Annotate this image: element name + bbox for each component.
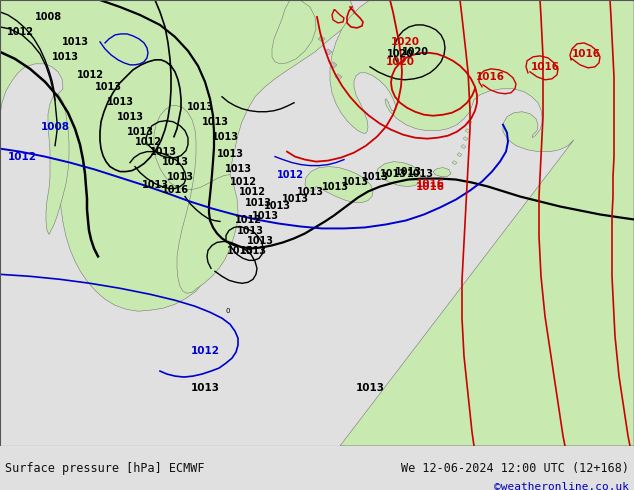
Text: 1013: 1013 — [264, 201, 290, 212]
Text: 1013: 1013 — [212, 132, 238, 142]
Text: 1016: 1016 — [415, 181, 444, 192]
Text: 1012: 1012 — [230, 176, 257, 187]
Text: We 12-06-2024 12:00 UTC (12+168): We 12-06-2024 12:00 UTC (12+168) — [401, 462, 629, 475]
Text: 1013: 1013 — [380, 169, 406, 178]
Text: 1013: 1013 — [342, 176, 368, 187]
Text: 1016: 1016 — [571, 49, 600, 59]
Text: 1013: 1013 — [406, 169, 434, 178]
Text: 1012: 1012 — [77, 70, 103, 80]
Text: 1016: 1016 — [162, 185, 188, 195]
Text: 1013: 1013 — [167, 172, 193, 182]
Polygon shape — [461, 145, 466, 148]
Polygon shape — [330, 0, 634, 446]
Text: 1012: 1012 — [276, 170, 304, 179]
Text: 1013: 1013 — [202, 117, 228, 127]
Text: 1013: 1013 — [297, 187, 323, 196]
Text: ©weatheronline.co.uk: ©weatheronline.co.uk — [494, 482, 629, 490]
Text: 1013: 1013 — [321, 181, 349, 192]
Text: 1013: 1013 — [361, 172, 389, 182]
Text: 1013: 1013 — [216, 148, 243, 159]
Text: 1013: 1013 — [224, 164, 252, 173]
Text: 1012: 1012 — [190, 346, 219, 356]
Text: 1013: 1013 — [117, 112, 143, 122]
Text: 1012: 1012 — [8, 151, 37, 162]
Text: 1013: 1013 — [107, 97, 134, 107]
Text: 1013: 1013 — [94, 82, 122, 92]
Polygon shape — [457, 152, 462, 157]
Text: 1013: 1013 — [190, 383, 219, 393]
Text: 1013: 1013 — [252, 212, 278, 221]
Polygon shape — [452, 161, 457, 165]
Polygon shape — [325, 49, 332, 55]
Text: 1013: 1013 — [281, 194, 309, 203]
Polygon shape — [272, 0, 316, 64]
Text: 1008: 1008 — [34, 12, 61, 22]
Text: 1013: 1013 — [394, 167, 422, 176]
Text: 1012: 1012 — [238, 187, 266, 196]
Text: 1013: 1013 — [61, 37, 89, 47]
Text: 1013: 1013 — [162, 157, 188, 167]
Polygon shape — [433, 168, 451, 176]
Text: Surface pressure [hPa] ECMWF: Surface pressure [hPa] ECMWF — [5, 462, 205, 475]
Text: 1013: 1013 — [247, 236, 273, 246]
Text: 1016: 1016 — [476, 72, 505, 82]
Text: 1020: 1020 — [391, 37, 420, 47]
Text: 1013: 1013 — [240, 246, 266, 256]
Polygon shape — [335, 74, 342, 80]
Polygon shape — [465, 129, 470, 133]
Text: 1013: 1013 — [236, 226, 264, 237]
Polygon shape — [46, 94, 69, 234]
Text: 1013: 1013 — [127, 127, 153, 137]
Text: 1012: 1012 — [235, 216, 261, 225]
Text: 1013: 1013 — [226, 246, 254, 256]
Text: 1008: 1008 — [41, 122, 70, 132]
Polygon shape — [376, 162, 421, 187]
Polygon shape — [154, 106, 238, 294]
Text: 1013: 1013 — [356, 383, 384, 393]
Polygon shape — [0, 0, 355, 311]
Text: 1013: 1013 — [186, 102, 214, 112]
Polygon shape — [305, 167, 373, 202]
Text: 1020: 1020 — [401, 47, 429, 57]
Text: 1013: 1013 — [51, 52, 79, 62]
Text: 1016: 1016 — [531, 62, 559, 72]
Text: 1013: 1013 — [245, 198, 271, 209]
Text: 1012: 1012 — [134, 137, 162, 147]
Text: 1020: 1020 — [387, 49, 413, 59]
Text: 1013: 1013 — [150, 147, 176, 157]
Text: 1016: 1016 — [415, 178, 444, 189]
Text: 1020: 1020 — [385, 57, 415, 67]
Polygon shape — [463, 137, 468, 141]
Polygon shape — [467, 120, 472, 124]
Text: 1013: 1013 — [141, 179, 169, 190]
Text: 1012: 1012 — [6, 27, 34, 37]
Polygon shape — [330, 62, 337, 68]
Text: 0: 0 — [226, 308, 230, 314]
Polygon shape — [318, 36, 325, 42]
